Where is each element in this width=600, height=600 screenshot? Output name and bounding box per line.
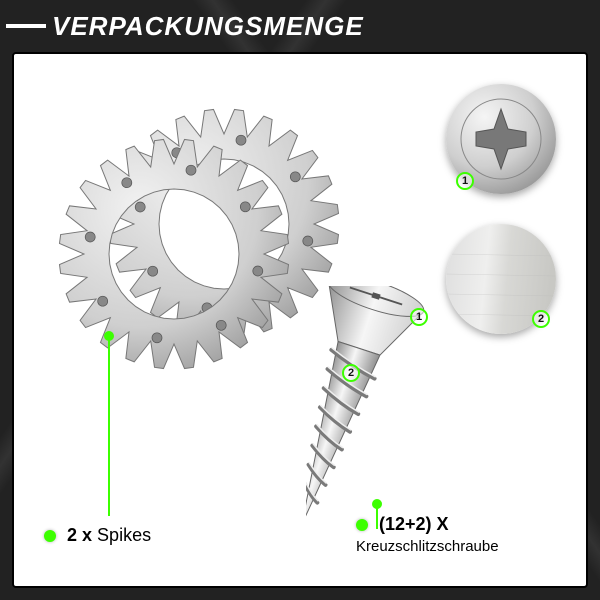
screws-text: Kreuzschlitzschraube: [356, 538, 499, 555]
bullet-icon: [356, 519, 368, 531]
badge-2: 2: [532, 310, 550, 328]
spikes-label: 2 x Spikes: [44, 525, 151, 546]
bullet-icon: [44, 530, 56, 542]
spike-illustration: [44, 84, 344, 384]
spikes-count: 2 x: [67, 525, 92, 545]
detail-column: 1: [436, 84, 566, 334]
spikes-text: Spikes: [92, 525, 151, 545]
screw-badge-2: 2: [342, 364, 360, 382]
title-stripe: [6, 24, 46, 28]
content-panel: 2 x Spikes 1: [12, 52, 588, 588]
screw-head-detail: 1: [446, 84, 556, 194]
page-title: VERPACKUNGSMENGE: [52, 11, 364, 42]
leader-line: [108, 336, 110, 516]
screws-count: (12+2) X: [379, 514, 449, 534]
title-bar: VERPACKUNGSMENGE: [52, 6, 594, 46]
screws-label: (12+2) X Kreuzschlitzschraube: [356, 514, 566, 556]
badge-1: 1: [456, 172, 474, 190]
material-detail: 2: [446, 224, 556, 334]
screw-badge-1: 1: [410, 308, 428, 326]
